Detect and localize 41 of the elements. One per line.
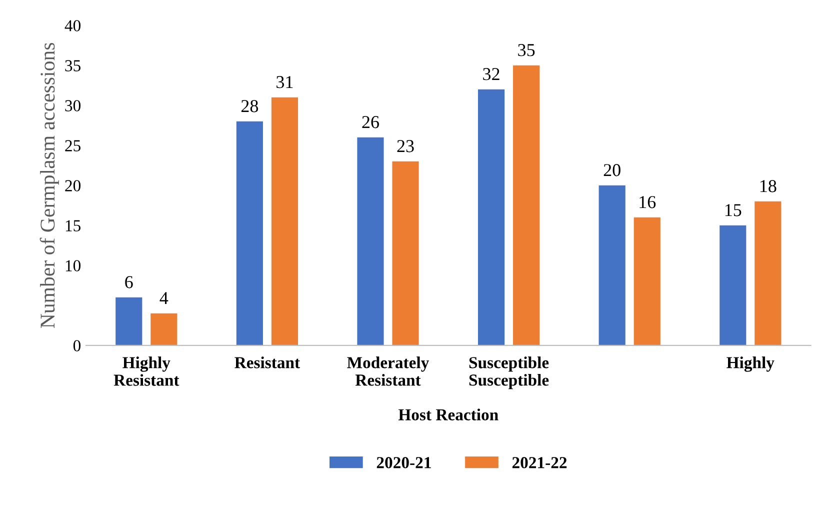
y-tick-label: 35 [65, 60, 80, 72]
bar [236, 121, 263, 346]
bar [357, 137, 384, 346]
y-tick-label: 10 [66, 260, 80, 272]
legend-label: 2021-22 [512, 457, 567, 468]
y-axis-title: Number of Germplasm accessions [40, 42, 59, 328]
y-tick-label: 40 [64, 20, 80, 32]
x-tick-label: Moderately Resistant [347, 356, 430, 386]
data-label: 26 [362, 116, 379, 128]
y-tick-label: 20 [65, 180, 80, 192]
data-label: 18 [760, 180, 776, 192]
data-label: 35 [518, 44, 535, 56]
y-tick-label: 0 [73, 340, 80, 352]
data-label: 6 [125, 276, 133, 288]
x-tick-label: Resistant [234, 356, 300, 368]
data-label: 23 [397, 140, 414, 152]
legend-label: 2020-21 [376, 457, 431, 468]
y-tick-label: 25 [65, 140, 80, 152]
bar [116, 297, 142, 346]
bar [392, 161, 419, 346]
bar [478, 89, 505, 346]
bar [271, 97, 298, 346]
data-label: 16 [640, 196, 656, 208]
data-label: 31 [276, 76, 293, 88]
y-tick-label: 30 [65, 100, 80, 112]
bar [513, 65, 540, 346]
x-axis-title: Host Reaction [398, 408, 498, 420]
bar [150, 313, 178, 346]
bar [754, 201, 782, 346]
data-label: 20 [604, 164, 620, 176]
x-tick-label: Highly [726, 356, 774, 372]
data-label: 15 [725, 204, 742, 216]
bar [598, 185, 626, 346]
data-label: 4 [160, 292, 168, 304]
bar [634, 217, 660, 346]
x-tick-label: Susceptible Susceptible [469, 356, 549, 390]
bar [720, 225, 746, 346]
x-tick-label: Highly Resistant [114, 356, 180, 386]
y-tick-label: 15 [66, 220, 80, 232]
data-label: 28 [241, 100, 258, 112]
data-label: 32 [483, 68, 500, 80]
